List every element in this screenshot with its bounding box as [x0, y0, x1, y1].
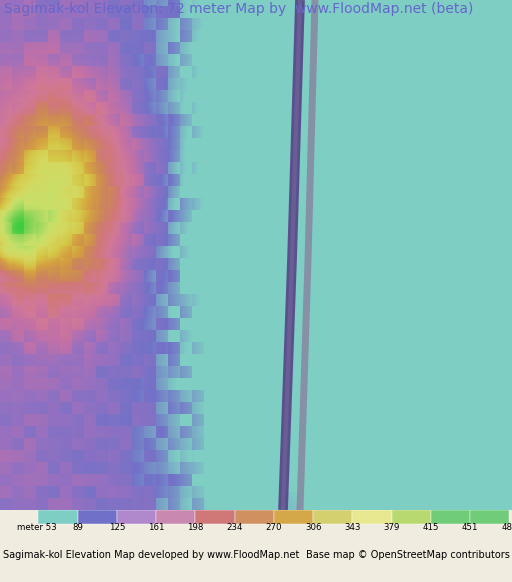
- Text: 270: 270: [266, 523, 282, 531]
- Bar: [234, 510, 274, 524]
- Bar: [196, 510, 234, 524]
- Text: 89: 89: [72, 523, 83, 531]
- Text: Base map © OpenStreetMap contributors: Base map © OpenStreetMap contributors: [306, 549, 509, 559]
- Text: 343: 343: [344, 523, 360, 531]
- Bar: [38, 510, 78, 524]
- Text: 451: 451: [462, 523, 478, 531]
- Text: 198: 198: [187, 523, 204, 531]
- Bar: [392, 510, 431, 524]
- Bar: [313, 510, 352, 524]
- Bar: [117, 510, 156, 524]
- Text: 415: 415: [423, 523, 439, 531]
- Bar: [156, 510, 196, 524]
- Text: Sagimak-kol Elevation Map developed by www.FloodMap.net: Sagimak-kol Elevation Map developed by w…: [3, 549, 299, 559]
- Text: 125: 125: [109, 523, 125, 531]
- Bar: [78, 510, 117, 524]
- Text: meter 53: meter 53: [17, 523, 57, 531]
- Text: 488: 488: [501, 523, 512, 531]
- Text: 161: 161: [148, 523, 164, 531]
- Text: 379: 379: [383, 523, 400, 531]
- Bar: [470, 510, 509, 524]
- Bar: [352, 510, 392, 524]
- Bar: [274, 510, 313, 524]
- Bar: [431, 510, 470, 524]
- Text: Sagimak-kol Elevation: 72 meter Map by  www.FloodMap.net (beta): Sagimak-kol Elevation: 72 meter Map by w…: [4, 2, 474, 16]
- Text: 234: 234: [226, 523, 243, 531]
- Text: 306: 306: [305, 523, 322, 531]
